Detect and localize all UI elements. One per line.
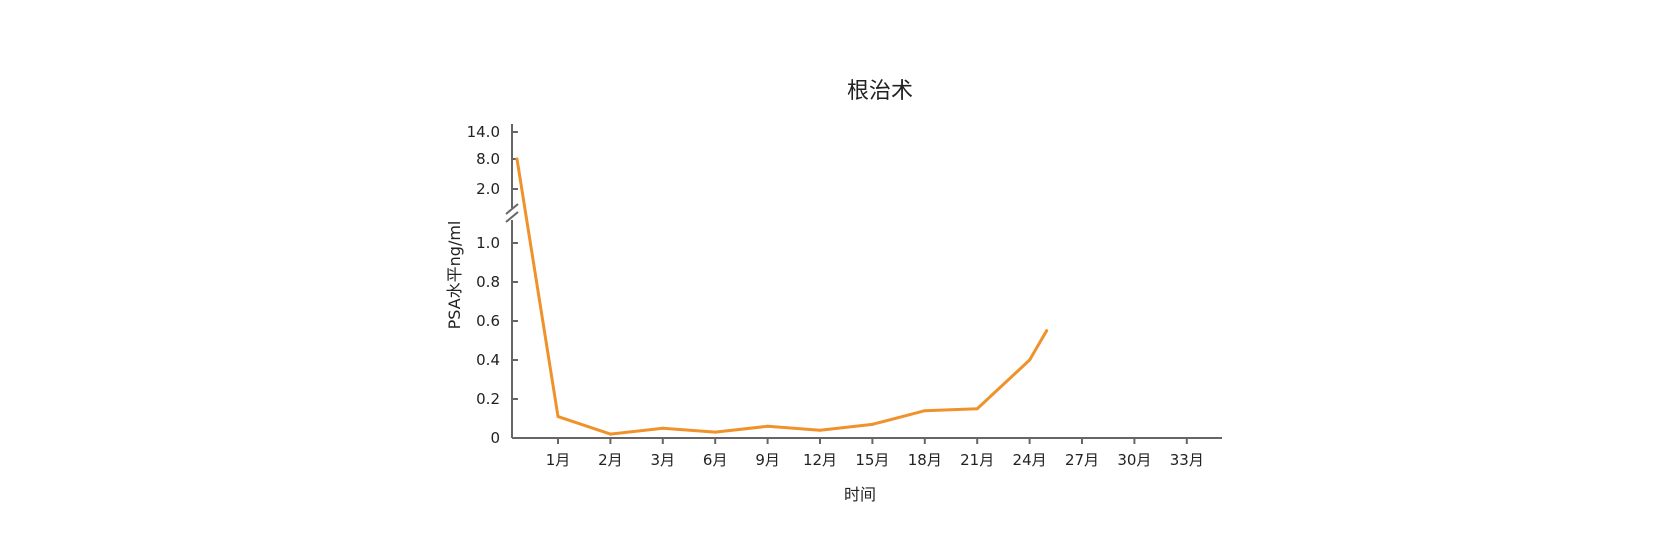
y-tick-label: 0.4 <box>476 351 500 369</box>
y-tick-label: 14.0 <box>467 123 500 141</box>
y-tick-label: 0.6 <box>476 312 500 330</box>
y-tick-label: 0 <box>490 429 500 447</box>
x-tick-label: 9月 <box>755 451 780 469</box>
y-tick-label: 1.0 <box>476 234 500 252</box>
y-tick-label: 8.0 <box>476 150 500 168</box>
x-tick-label: 18月 <box>908 451 942 469</box>
data-point <box>556 415 560 419</box>
y-axis-title: PSA水平ng/ml <box>445 221 464 330</box>
data-point <box>923 409 927 413</box>
x-axis-title: 时间 <box>844 485 876 504</box>
data-point <box>515 157 519 161</box>
x-tick-label: 12月 <box>803 451 837 469</box>
x-tick-label: 24月 <box>1013 451 1047 469</box>
data-point <box>766 424 770 428</box>
data-point <box>1028 358 1032 362</box>
x-tick-label: 27月 <box>1065 451 1099 469</box>
y-tick-label: 0.2 <box>476 390 500 408</box>
x-tick-label: 21月 <box>960 451 994 469</box>
x-tick-label: 3月 <box>651 451 676 469</box>
x-tick-label: 15月 <box>855 451 889 469</box>
data-point <box>870 422 874 426</box>
y-axis-break-mark <box>505 211 519 223</box>
data-point <box>818 428 822 432</box>
data-point <box>713 430 717 434</box>
x-tick-label: 30月 <box>1117 451 1151 469</box>
chart-title: 根治术 <box>847 79 913 104</box>
y-axis-break-mark <box>505 203 519 215</box>
x-tick-label: 6月 <box>703 451 728 469</box>
data-point <box>661 426 665 430</box>
x-tick-label: 2月 <box>598 451 623 469</box>
data-point <box>1045 329 1049 333</box>
data-point <box>975 407 979 411</box>
data-point <box>608 432 612 436</box>
y-tick-label: 0.8 <box>476 273 500 291</box>
y-tick-label: 2.0 <box>476 180 500 198</box>
x-tick-label: 33月 <box>1170 451 1204 469</box>
x-tick-label: 1月 <box>546 451 571 469</box>
series-line <box>515 157 1049 436</box>
